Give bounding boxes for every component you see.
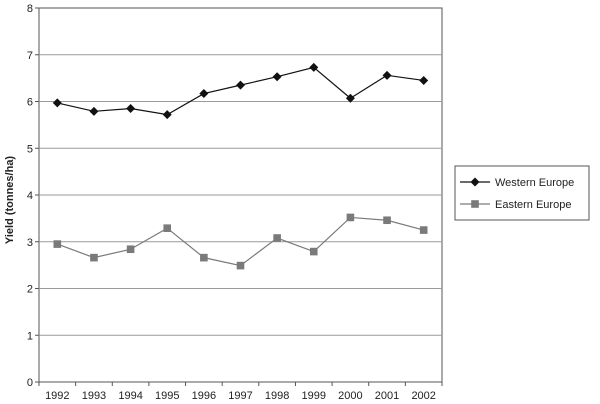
- data-point: [383, 216, 391, 225]
- data-point: [419, 226, 428, 234]
- legend: Western Europe Eastern Europe: [454, 165, 590, 221]
- y-axis-ticks: 0 1 2 3 4 5 6 7 8: [27, 3, 39, 389]
- legend-box: [454, 165, 590, 221]
- y-tick-label: 3: [27, 237, 33, 249]
- data-point: [309, 247, 318, 256]
- data-point: [272, 72, 282, 82]
- legend-marker: [470, 177, 480, 187]
- y-tick-label: 2: [27, 284, 33, 296]
- x-tick-label: 1998: [265, 390, 289, 402]
- x-tick-label: 2001: [375, 390, 399, 402]
- data-point: [345, 93, 355, 103]
- series-1: [53, 213, 428, 270]
- legend-item: Eastern Europe: [460, 199, 571, 211]
- data-point: [236, 261, 245, 270]
- y-tick-label: 0: [27, 377, 33, 389]
- data-point: [53, 240, 62, 248]
- gridlines: [39, 54, 442, 336]
- x-tick-label: 1995: [155, 390, 179, 402]
- data-point: [126, 104, 136, 114]
- data-point: [346, 213, 355, 222]
- x-axis-ticks: 1992 1993 1994 1995 1996 1997 1998 1999 2000 2001…: [38, 382, 443, 402]
- x-tick-label: 1994: [118, 390, 142, 402]
- x-tick-label: 1999: [302, 390, 326, 402]
- y-tick-label: 7: [27, 50, 33, 62]
- y-tick-label: 1: [27, 330, 33, 342]
- x-tick-label: 2002: [411, 390, 435, 402]
- y-tick-label: 6: [27, 97, 33, 109]
- x-tick-label: 1992: [45, 390, 69, 402]
- data-point: [52, 98, 62, 108]
- data-point: [273, 234, 281, 242]
- data-point: [382, 70, 392, 80]
- legend-label: Western Europe: [495, 177, 574, 189]
- data-point: [163, 224, 172, 232]
- legend-label: Eastern Europe: [495, 199, 571, 211]
- x-tick-label: 1997: [228, 390, 252, 402]
- x-tick-label: 1993: [82, 390, 106, 402]
- data-point: [90, 253, 98, 262]
- x-tick-label: 1996: [192, 390, 216, 402]
- legend-marker: [471, 200, 479, 208]
- series-group: [52, 62, 429, 270]
- y-tick-label: 8: [27, 3, 33, 15]
- y-axis-label: Yield (tonnes/ha): [4, 156, 16, 245]
- x-tick-label: 2000: [338, 390, 362, 402]
- data-point: [89, 106, 99, 116]
- y-tick-label: 5: [27, 143, 33, 155]
- data-point: [126, 245, 135, 254]
- data-point: [419, 75, 429, 85]
- data-point: [199, 89, 209, 99]
- y-tick-label: 4: [27, 190, 33, 202]
- data-point: [309, 62, 319, 72]
- legend-item: Western Europe: [460, 177, 574, 189]
- data-point: [236, 80, 245, 90]
- data-point: [162, 110, 172, 120]
- series-0: [52, 62, 429, 120]
- data-point: [200, 253, 208, 262]
- series-line: [57, 66, 424, 116]
